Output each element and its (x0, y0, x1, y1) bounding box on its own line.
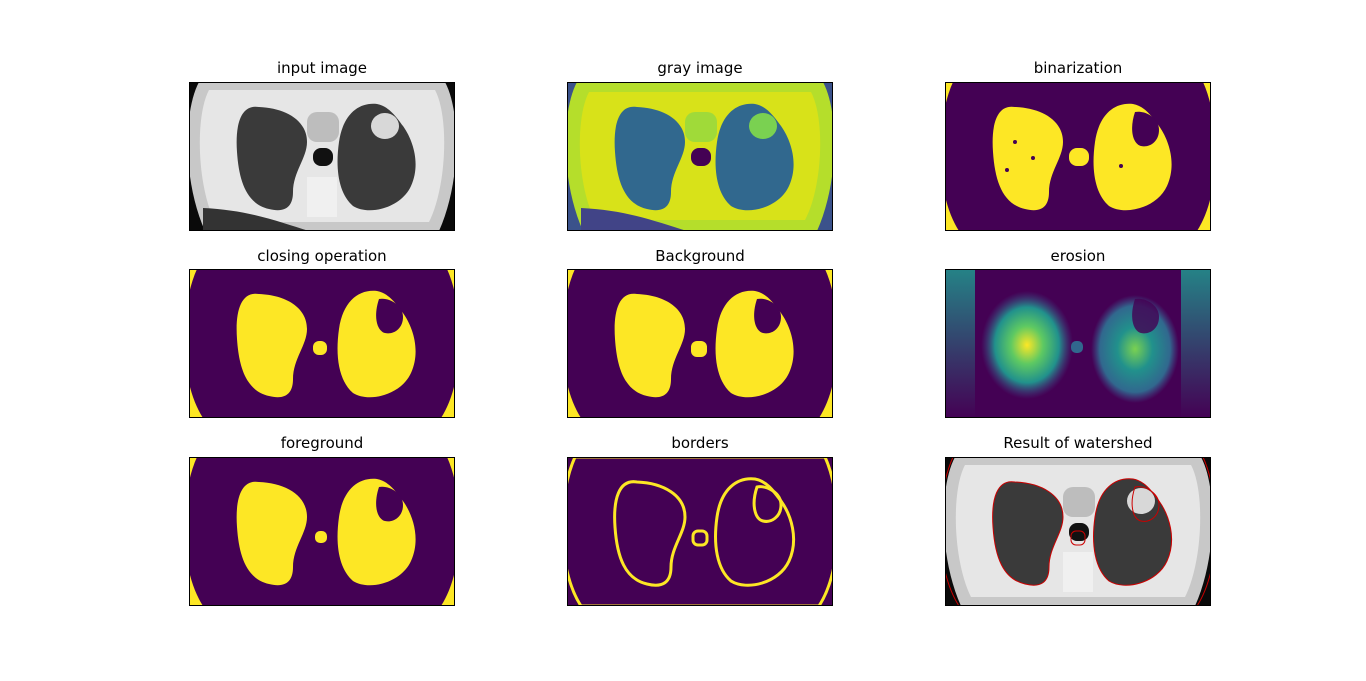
borders-plot (567, 457, 833, 606)
background-plot (567, 269, 833, 418)
title-erosion: erosion (1050, 247, 1106, 265)
panel-binarization (945, 82, 1211, 231)
title-background: Background (655, 247, 745, 265)
watershed-plot (945, 457, 1211, 606)
erosion-plot (945, 269, 1211, 418)
title-closing-operation: closing operation (257, 247, 387, 265)
gray-image-plot (567, 82, 833, 231)
binarization-plot (945, 82, 1211, 231)
panel-foreground (189, 457, 455, 606)
title-gray-image: gray image (657, 59, 743, 77)
panel-background (567, 269, 833, 418)
title-binarization: binarization (1033, 59, 1123, 77)
title-foreground: foreground (280, 434, 364, 452)
title-borders: borders (671, 434, 729, 452)
panel-closing-operation (189, 269, 455, 418)
panel-watershed (945, 457, 1211, 606)
panel-erosion (945, 269, 1211, 418)
panel-input-image (189, 82, 455, 231)
title-input-image: input image (276, 59, 368, 77)
input-image-plot (189, 82, 455, 231)
title-watershed: Result of watershed (1003, 434, 1153, 452)
foreground-plot (189, 457, 455, 606)
panel-gray-image (567, 82, 833, 231)
closing-operation-plot (189, 269, 455, 418)
panel-borders (567, 457, 833, 606)
